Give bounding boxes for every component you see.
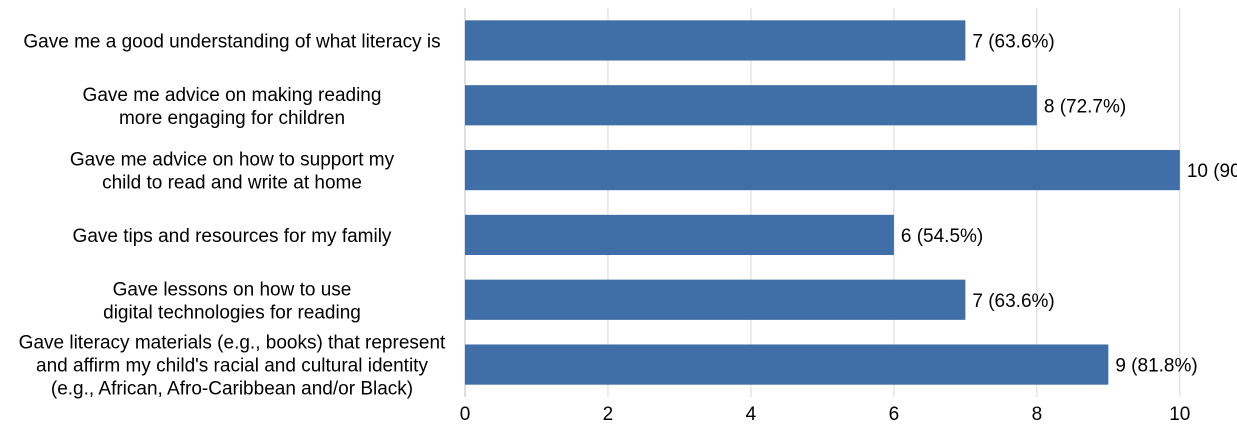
x-tick-label: 6 bbox=[889, 404, 900, 424]
bar bbox=[465, 149, 1180, 191]
bar bbox=[465, 214, 894, 256]
category-label: Gave me advice on making reading more eng… bbox=[83, 85, 382, 129]
category-label-line: Gave me a good understanding of what lit… bbox=[23, 31, 440, 52]
category-label: Gave lessons on how to use digital techno… bbox=[103, 279, 361, 323]
category-label-line: child to read and write at home bbox=[102, 173, 362, 194]
bar bbox=[465, 344, 1109, 385]
x-tick-label: 2 bbox=[603, 404, 614, 424]
category-label-line: Gave tips and resources for my family bbox=[73, 226, 392, 247]
category-label-line: (e.g., African, Afro-Caribbean and/or Bl… bbox=[51, 379, 413, 400]
category-label: Gave literacy materials (e.g., books) th… bbox=[19, 333, 446, 400]
x-axis-ticks: 0 2 4 6 8 10 bbox=[460, 404, 1191, 424]
bar-data-label: 8 (72.7%) bbox=[1044, 96, 1126, 117]
category-label: Gave me a good understanding of what lit… bbox=[23, 31, 440, 52]
gridlines bbox=[464, 8, 1181, 397]
category-label-line: and affirm my child's racial and cultura… bbox=[36, 356, 428, 377]
category-label-line: Gave lessons on how to use bbox=[113, 279, 352, 300]
x-tick-label: 10 bbox=[1169, 404, 1190, 424]
data-labels: 7 (63.6%) 8 (72.7%) 10 (90.9%) 6 (54.5%) 7 (… bbox=[901, 31, 1237, 376]
bar-data-label: 10 (90.9%) bbox=[1187, 161, 1237, 182]
category-label-line: more engaging for children bbox=[119, 108, 345, 129]
bar-data-label: 9 (81.8%) bbox=[1115, 356, 1197, 377]
category-label: Gave me advice on how to support my child… bbox=[70, 150, 395, 194]
bar bbox=[465, 85, 1037, 126]
bar-data-label: 7 (63.6%) bbox=[972, 31, 1054, 52]
bars bbox=[465, 20, 1180, 385]
category-label-line: digital technologies for reading bbox=[103, 302, 361, 323]
category-labels: Gave me a good understanding of what lit… bbox=[19, 31, 446, 399]
category-label: Gave tips and resources for my family bbox=[73, 226, 392, 247]
x-tick-label: 0 bbox=[460, 404, 471, 424]
x-tick-label: 8 bbox=[1032, 404, 1043, 424]
x-tick-label: 4 bbox=[746, 404, 757, 424]
category-label-line: Gave me advice on making reading bbox=[83, 85, 382, 106]
bar-data-label: 7 (63.6%) bbox=[972, 291, 1054, 312]
bar-data-label: 6 (54.5%) bbox=[901, 226, 983, 247]
bar bbox=[465, 279, 966, 320]
category-label-line: Gave literacy materials (e.g., books) th… bbox=[19, 333, 446, 354]
bar bbox=[465, 20, 966, 61]
category-label-line: Gave me advice on how to support my bbox=[70, 150, 395, 171]
